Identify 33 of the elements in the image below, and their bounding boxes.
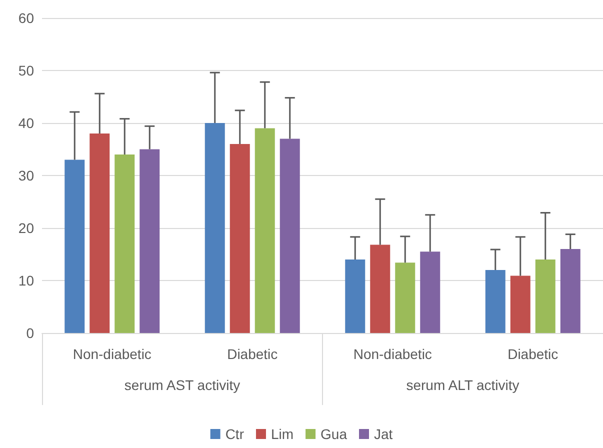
bar — [560, 249, 580, 333]
y-tick-label: 0 — [26, 325, 34, 341]
y-tick-label: 20 — [18, 220, 34, 236]
bar — [90, 134, 110, 333]
legend-label: Gua — [320, 426, 348, 442]
legend-label: Lim — [270, 426, 294, 442]
bar — [370, 244, 390, 333]
bar — [395, 262, 416, 333]
bar — [140, 149, 160, 333]
bar — [280, 138, 300, 333]
bar — [485, 270, 506, 333]
x-tick-label: Non-diabetic — [353, 346, 432, 362]
bar — [204, 123, 225, 333]
bar — [510, 276, 530, 333]
text: serum AST activity — [124, 377, 240, 393]
text: serum ALT activity — [406, 377, 520, 393]
legend-label: Ctr — [225, 426, 244, 442]
bar — [114, 154, 135, 333]
y-tick-label: 40 — [18, 115, 34, 131]
bar — [230, 144, 250, 333]
y-tick-label: 30 — [18, 168, 34, 184]
bar — [535, 260, 556, 333]
y-tick-label: 50 — [18, 62, 34, 78]
x-tick-label: Diabetic — [227, 346, 278, 362]
x-tick-label: Diabetic — [508, 346, 558, 362]
legend-label: Jat — [374, 426, 393, 442]
bar — [254, 128, 275, 333]
y-tick-label: 10 — [18, 272, 34, 288]
bar — [345, 260, 366, 333]
bar — [420, 252, 440, 333]
y-tick-label: 60 — [18, 10, 34, 26]
bar — [64, 160, 85, 333]
x-tick-label: Non-diabetic — [72, 346, 152, 362]
